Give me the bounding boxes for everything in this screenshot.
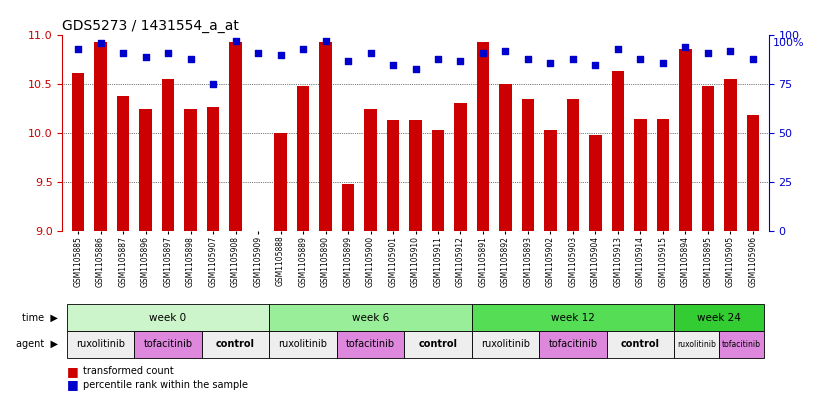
Point bbox=[252, 50, 265, 56]
Bar bbox=[472, 331, 539, 358]
Bar bbox=[297, 86, 309, 231]
Text: transformed count: transformed count bbox=[83, 366, 174, 376]
Point bbox=[656, 60, 670, 66]
Bar bbox=[404, 331, 472, 358]
Point bbox=[409, 66, 422, 72]
Bar bbox=[607, 331, 674, 358]
Bar bbox=[612, 71, 624, 231]
Bar bbox=[162, 79, 175, 231]
Text: ruxolitinib: ruxolitinib bbox=[76, 339, 125, 349]
Text: ruxolitinib: ruxolitinib bbox=[481, 339, 530, 349]
Point bbox=[454, 58, 467, 64]
Bar bbox=[140, 109, 152, 231]
Bar bbox=[386, 120, 399, 231]
Point bbox=[701, 50, 715, 56]
Point bbox=[679, 44, 692, 50]
Bar bbox=[66, 331, 135, 358]
Bar bbox=[66, 304, 269, 331]
Bar bbox=[567, 99, 579, 231]
Point bbox=[566, 56, 579, 62]
Bar bbox=[207, 107, 219, 231]
Bar bbox=[477, 42, 489, 231]
Point bbox=[589, 62, 602, 68]
Bar bbox=[674, 331, 719, 358]
Text: agent  ▶: agent ▶ bbox=[16, 339, 58, 349]
Bar bbox=[117, 96, 130, 231]
Bar bbox=[337, 331, 404, 358]
Text: GDS5273 / 1431554_a_at: GDS5273 / 1431554_a_at bbox=[62, 19, 239, 33]
Bar bbox=[135, 331, 202, 358]
Point bbox=[297, 46, 310, 52]
Point bbox=[319, 38, 332, 44]
Bar bbox=[719, 331, 765, 358]
Bar bbox=[432, 130, 445, 231]
Point bbox=[116, 50, 130, 56]
Bar bbox=[455, 103, 467, 231]
Point bbox=[342, 58, 355, 64]
Point bbox=[161, 50, 175, 56]
Text: week 6: week 6 bbox=[352, 312, 389, 323]
Point bbox=[184, 56, 197, 62]
Text: tofacitinib: tofacitinib bbox=[722, 340, 761, 349]
Point bbox=[634, 56, 647, 62]
Text: week 24: week 24 bbox=[697, 312, 741, 323]
Text: week 12: week 12 bbox=[551, 312, 595, 323]
Point bbox=[612, 46, 625, 52]
Text: tofacitinib: tofacitinib bbox=[548, 339, 597, 349]
Bar bbox=[95, 42, 106, 231]
Bar bbox=[274, 133, 287, 231]
Point bbox=[274, 52, 288, 58]
Bar bbox=[319, 42, 332, 231]
Text: ruxolitinib: ruxolitinib bbox=[278, 339, 327, 349]
Text: tofacitinib: tofacitinib bbox=[144, 339, 193, 349]
Point bbox=[431, 56, 445, 62]
Text: ■: ■ bbox=[66, 378, 78, 391]
Bar bbox=[701, 86, 714, 231]
Bar bbox=[410, 120, 421, 231]
Text: control: control bbox=[621, 339, 660, 349]
Bar bbox=[539, 331, 607, 358]
Point bbox=[521, 56, 534, 62]
Bar bbox=[202, 331, 269, 358]
Text: tofacitinib: tofacitinib bbox=[346, 339, 395, 349]
Bar bbox=[472, 304, 674, 331]
Text: 100%: 100% bbox=[773, 38, 804, 48]
Point bbox=[386, 62, 400, 68]
Point bbox=[139, 54, 152, 60]
Bar bbox=[184, 109, 197, 231]
Point bbox=[543, 60, 557, 66]
Text: control: control bbox=[419, 339, 458, 349]
Text: percentile rank within the sample: percentile rank within the sample bbox=[83, 380, 248, 389]
Text: control: control bbox=[216, 339, 255, 349]
Point bbox=[71, 46, 85, 52]
Bar bbox=[269, 331, 337, 358]
Bar bbox=[499, 84, 512, 231]
Bar bbox=[725, 79, 736, 231]
Bar bbox=[679, 49, 691, 231]
Point bbox=[94, 40, 107, 46]
Text: ruxolitinib: ruxolitinib bbox=[677, 340, 716, 349]
Bar bbox=[544, 130, 557, 231]
Bar bbox=[342, 184, 354, 231]
Point bbox=[746, 56, 760, 62]
Point bbox=[724, 48, 737, 54]
Bar bbox=[747, 115, 759, 231]
Bar bbox=[269, 304, 472, 331]
Bar bbox=[656, 119, 669, 231]
Point bbox=[499, 48, 512, 54]
Bar bbox=[634, 119, 647, 231]
Point bbox=[206, 81, 219, 88]
Bar bbox=[364, 109, 376, 231]
Bar bbox=[522, 99, 534, 231]
Text: week 0: week 0 bbox=[150, 312, 187, 323]
Text: ■: ■ bbox=[66, 365, 78, 378]
Point bbox=[364, 50, 377, 56]
Bar bbox=[589, 135, 602, 231]
Text: time  ▶: time ▶ bbox=[22, 312, 58, 323]
Bar bbox=[72, 73, 84, 231]
Bar bbox=[229, 42, 242, 231]
Point bbox=[229, 38, 242, 44]
Bar bbox=[674, 304, 765, 331]
Point bbox=[476, 50, 489, 56]
